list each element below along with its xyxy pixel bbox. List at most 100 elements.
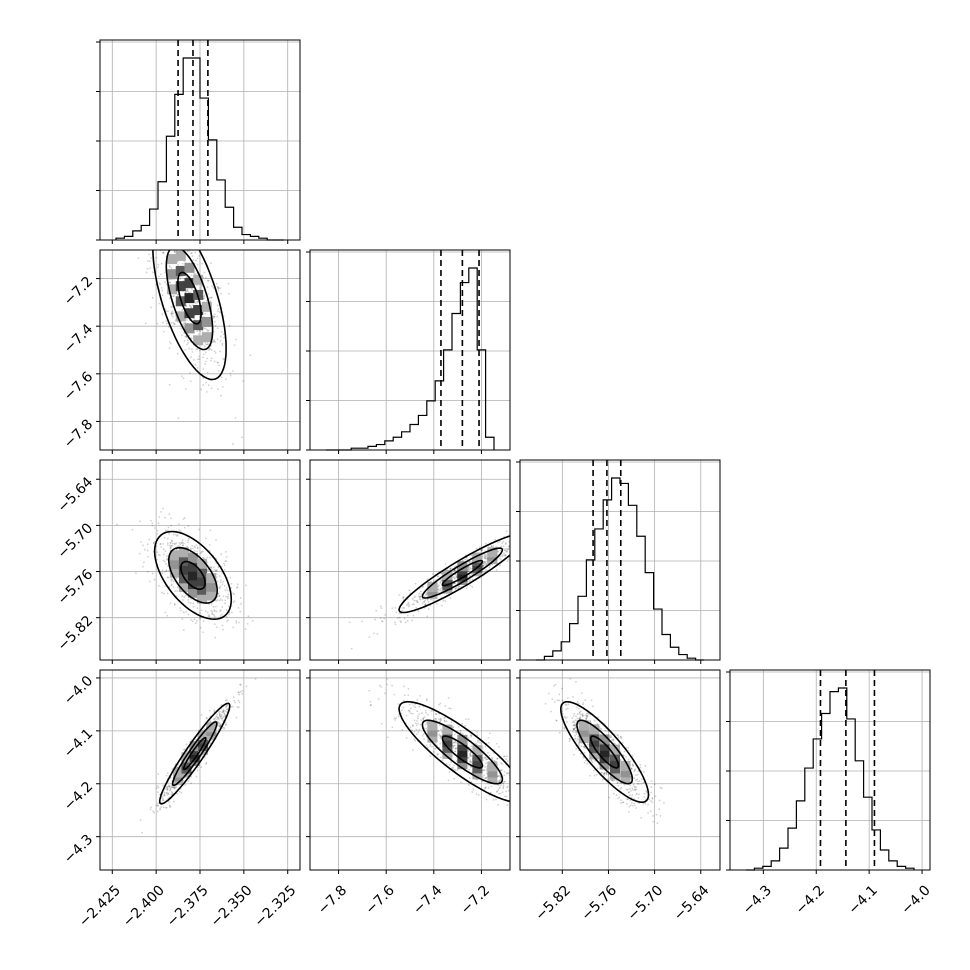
sample-point bbox=[205, 537, 207, 540]
sample-point bbox=[485, 553, 488, 556]
density-cell bbox=[187, 553, 198, 564]
density-cell bbox=[442, 569, 453, 580]
sample-point bbox=[157, 804, 159, 807]
sample-point bbox=[457, 585, 460, 588]
sample-point bbox=[221, 342, 224, 345]
sample-point bbox=[139, 819, 142, 822]
sample-point bbox=[156, 805, 159, 807]
sample-point bbox=[475, 547, 478, 550]
sample-point bbox=[232, 696, 235, 698]
sample-point bbox=[448, 707, 451, 710]
sample-point bbox=[649, 810, 652, 813]
sample-point bbox=[211, 341, 214, 344]
sample-point bbox=[439, 735, 442, 737]
sample-point bbox=[397, 703, 400, 705]
sample-point bbox=[623, 750, 626, 753]
sample-point bbox=[482, 759, 485, 762]
sample-point bbox=[187, 537, 190, 540]
sample-point bbox=[169, 545, 172, 548]
sample-point bbox=[410, 712, 413, 715]
sample-point bbox=[418, 713, 420, 716]
sample-point bbox=[497, 789, 500, 791]
sample-point bbox=[607, 730, 609, 733]
sample-point bbox=[514, 521, 516, 523]
sample-point bbox=[221, 613, 223, 616]
density-cell bbox=[427, 582, 438, 593]
sample-point bbox=[547, 813, 549, 815]
sample-point bbox=[171, 242, 173, 244]
sample-point bbox=[148, 580, 151, 583]
sample-point bbox=[452, 744, 455, 747]
sample-point bbox=[213, 623, 216, 626]
sample-point bbox=[203, 271, 206, 274]
sample-point bbox=[142, 544, 145, 547]
sample-point bbox=[169, 805, 172, 808]
sample-point bbox=[162, 548, 165, 551]
sample-point bbox=[191, 287, 194, 290]
sample-point bbox=[581, 713, 584, 716]
sample-point bbox=[583, 745, 586, 748]
sample-point bbox=[480, 549, 482, 552]
sample-point bbox=[229, 374, 232, 377]
density-cell bbox=[442, 748, 453, 759]
sample-point bbox=[196, 546, 199, 549]
sample-point bbox=[213, 360, 216, 363]
sample-point bbox=[202, 556, 204, 559]
sample-point bbox=[532, 531, 534, 533]
sample-point bbox=[484, 766, 487, 768]
sample-point bbox=[442, 599, 445, 602]
sample-point bbox=[447, 697, 450, 699]
sample-point bbox=[247, 615, 250, 618]
sample-point bbox=[573, 727, 576, 730]
sample-point bbox=[441, 604, 443, 607]
sample-point bbox=[612, 792, 615, 795]
sample-point bbox=[485, 798, 488, 801]
sample-point bbox=[616, 797, 619, 800]
sample-point bbox=[194, 251, 197, 254]
sample-point bbox=[408, 589, 411, 592]
sample-point bbox=[235, 338, 237, 341]
sample-point bbox=[168, 789, 171, 792]
sample-point bbox=[497, 775, 500, 777]
sample-point bbox=[213, 315, 216, 318]
sample-point bbox=[225, 616, 228, 618]
sample-point bbox=[603, 772, 606, 774]
sample-point bbox=[417, 717, 419, 720]
sample-point bbox=[482, 562, 485, 564]
sample-point bbox=[181, 245, 183, 247]
sample-point bbox=[616, 782, 619, 785]
sample-point bbox=[468, 768, 470, 771]
sample-point bbox=[212, 606, 215, 608]
density-cell bbox=[487, 767, 498, 778]
y-tick-label: −7.8 bbox=[61, 416, 96, 451]
sample-point bbox=[397, 715, 400, 718]
sample-point bbox=[150, 247, 152, 249]
sample-point bbox=[451, 725, 454, 728]
sample-point bbox=[453, 750, 456, 753]
sample-point bbox=[418, 705, 421, 708]
x-tick-label: −2.375 bbox=[164, 882, 212, 930]
sample-point bbox=[405, 714, 408, 717]
sample-point bbox=[437, 718, 440, 721]
sample-point bbox=[204, 341, 207, 344]
sample-point bbox=[578, 712, 581, 715]
sample-point bbox=[634, 779, 637, 782]
sample-point bbox=[490, 545, 493, 548]
sample-point bbox=[643, 792, 646, 795]
sample-point bbox=[163, 794, 166, 797]
scatter-panel bbox=[137, 242, 252, 445]
sample-point bbox=[386, 736, 389, 739]
sample-point bbox=[437, 575, 439, 578]
sample-point bbox=[205, 381, 207, 384]
sample-point bbox=[574, 734, 577, 737]
contour-line bbox=[559, 701, 650, 803]
sample-point bbox=[209, 549, 211, 552]
sample-point bbox=[576, 717, 579, 720]
sample-point bbox=[537, 797, 539, 799]
sample-point bbox=[249, 354, 252, 357]
sample-point bbox=[413, 599, 416, 602]
density-cell bbox=[175, 281, 186, 292]
density-cell bbox=[197, 576, 208, 587]
sample-point bbox=[221, 599, 224, 602]
density-cell bbox=[178, 582, 189, 593]
